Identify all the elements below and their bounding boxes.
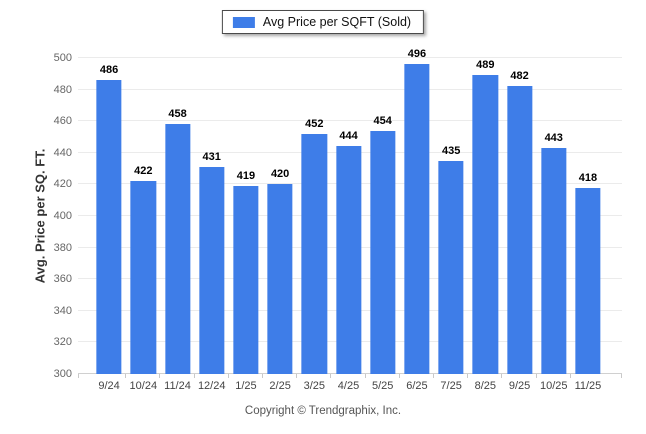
category-tick [330, 374, 332, 378]
x-tick-label-4/25: 4/25 [337, 380, 360, 392]
x-tick-label-10/25: 10/25 [539, 380, 568, 392]
gridline-500 [78, 57, 622, 58]
x-tick-label-2/25: 2/25 [269, 380, 291, 392]
gridline-460 [78, 120, 622, 122]
bar-value-6/25: 496 [407, 48, 427, 61]
category-tick [398, 374, 400, 378]
bar-11/24 [164, 124, 191, 374]
bar-9/25 [506, 86, 533, 374]
x-tick-label-9/25: 9/25 [508, 380, 531, 392]
bar-value-11/24: 458 [168, 108, 187, 121]
x-tick-label-11/24: 11/24 [164, 380, 191, 392]
chart-legend: Avg Price per SQFT (Sold) [221, 10, 425, 34]
bar-slot-4/25: 444 4/25 [331, 58, 366, 392]
axis-edge-tick-right [621, 374, 622, 378]
y-tick-label-320: 320 [53, 336, 72, 349]
bar-slot-10/25: 443 10/25 [537, 58, 571, 392]
bar-slot-5/25: 454 5/25 [366, 58, 400, 392]
bar-value-3/25: 452 [305, 117, 324, 130]
bar-4/25 [335, 146, 362, 374]
bar-2/25 [267, 184, 293, 374]
y-tick-label-500: 500 [53, 52, 72, 64]
y-tick-label-420: 420 [53, 178, 72, 191]
x-tick-label-8/25: 8/25 [474, 380, 497, 392]
legend-swatch-icon [232, 16, 255, 28]
bar-value-10/24: 422 [134, 165, 153, 178]
x-tick-label-5/25: 5/25 [372, 380, 394, 392]
bar-10/24 [130, 181, 156, 374]
bar-slot-12/24: 431 12/24 [195, 58, 229, 392]
bar-value-9/24: 486 [99, 64, 119, 77]
bar-9/24 [96, 80, 122, 374]
bar-6/25 [404, 64, 430, 374]
category-tick [364, 374, 366, 378]
category-tick [296, 374, 298, 378]
copyright-text: Copyright © Trendgraphix, Inc. [244, 405, 402, 417]
y-tick-label-300: 300 [53, 368, 72, 380]
category-tick [467, 374, 469, 378]
bar-slot-9/24: 486 9/24 [92, 58, 127, 392]
bar-value-12/24: 431 [202, 151, 221, 164]
bar-11/25 [575, 187, 601, 374]
bar-value-7/25: 435 [441, 144, 461, 157]
gridline-480 [78, 88, 622, 90]
bar-value-2/25: 420 [270, 168, 290, 181]
bar-slot-11/25: 418 11/25 [571, 58, 605, 392]
y-tick-label-400: 400 [53, 210, 72, 222]
x-tick-label-10/24: 10/24 [129, 380, 158, 392]
y-tick-label-360: 360 [53, 273, 72, 286]
category-tick [125, 374, 127, 378]
bar-value-1/25: 419 [236, 169, 256, 182]
bar-value-5/25: 454 [373, 114, 392, 127]
bar-slot-6/25: 496 6/25 [400, 48, 435, 392]
x-tick-label-11/25: 11/25 [574, 380, 602, 392]
x-tick-label-1/25: 1/25 [235, 380, 257, 392]
bar-slot-9/25: 482 9/25 [502, 58, 537, 392]
x-tick-label-7/25: 7/25 [440, 380, 462, 392]
bar-slot-2/25: 420 2/25 [263, 58, 298, 392]
bar-slot-10/24: 422 10/24 [126, 58, 161, 392]
bar-value-10/25: 443 [544, 132, 563, 145]
y-tick-label-440: 440 [53, 146, 72, 159]
legend-label: Avg Price per SQFT (Sold) [262, 15, 412, 29]
axis-edge-tick-left [78, 374, 79, 378]
bar-slot-11/24: 458 11/24 [160, 58, 195, 392]
category-tick [193, 374, 195, 378]
bar-7/25 [438, 160, 464, 374]
bar-3/25 [301, 133, 327, 374]
bar-value-11/25: 418 [578, 171, 598, 184]
bar-1/25 [233, 185, 259, 374]
y-tick-label-460: 460 [53, 115, 72, 128]
category-tick [262, 374, 264, 378]
bar-value-9/25: 482 [510, 70, 529, 83]
bar-slot-1/25: 419 1/25 [229, 58, 264, 392]
bar-8/25 [472, 75, 498, 374]
bar-value-4/25: 444 [339, 130, 358, 143]
category-tick [433, 374, 435, 378]
bar-10/25 [541, 148, 567, 374]
category-tick [227, 374, 229, 378]
bars-row: 486 9/24 422 10/24 458 11/24 431 12/24 419 1/25 42… [92, 48, 605, 392]
category-tick [569, 374, 571, 378]
bar-5/25 [370, 130, 396, 374]
category-tick [501, 374, 503, 378]
bar-12/24 [199, 167, 225, 374]
x-tick-label-3/25: 3/25 [303, 380, 326, 392]
y-tick-label-480: 480 [53, 83, 72, 96]
bar-slot-8/25: 489 8/25 [468, 58, 503, 392]
x-tick-label-9/24: 9/24 [98, 380, 120, 392]
y-axis-tick-labels: 300 320 340 360 380 400 420 440 460 480 500 [32, 52, 72, 380]
y-tick-label-340: 340 [53, 304, 72, 317]
y-tick-label-380: 380 [53, 241, 72, 254]
plot-area: 486 9/24 422 10/24 458 11/24 431 12/24 419 1/25 42… [78, 48, 622, 392]
x-tick-label-12/24: 12/24 [197, 380, 226, 392]
bar-slot-3/25: 452 3/25 [297, 58, 332, 392]
category-tick [159, 374, 161, 378]
bar-slot-7/25: 435 7/25 [434, 58, 469, 392]
x-tick-label-6/25: 6/25 [406, 380, 428, 392]
bar-value-8/25: 489 [476, 59, 495, 72]
category-tick [535, 374, 537, 378]
